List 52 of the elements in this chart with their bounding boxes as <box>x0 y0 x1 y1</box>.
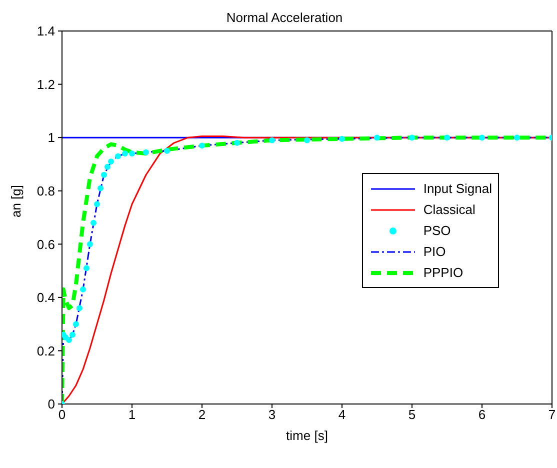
point <box>164 148 170 154</box>
y-tick-label: 0.4 <box>36 290 55 306</box>
x-axis-title: time [s] <box>286 428 328 443</box>
point <box>108 158 114 165</box>
x-tick-label: 2 <box>198 407 206 422</box>
point <box>444 134 450 141</box>
point <box>409 134 415 141</box>
point <box>122 150 128 157</box>
y-tick-label: 0.8 <box>36 183 55 198</box>
point <box>76 305 82 312</box>
x-tick-label: 5 <box>408 407 416 422</box>
point <box>90 220 96 226</box>
point <box>84 265 90 272</box>
point <box>143 149 149 156</box>
point <box>129 150 135 157</box>
point <box>87 241 93 248</box>
point <box>269 137 275 144</box>
point <box>101 172 107 178</box>
y-axis-title: an [g] <box>8 184 24 218</box>
point <box>80 286 86 292</box>
chart-title: Normal Acceleration <box>225 10 344 25</box>
point <box>98 185 104 192</box>
x-tick-label: 4 <box>338 407 346 422</box>
legend-label: PPPIO <box>423 265 464 280</box>
point <box>374 134 380 141</box>
y-tick-label: 0 <box>48 396 55 412</box>
x-tick-label: 3 <box>268 407 276 422</box>
y-tick-label: 1.2 <box>36 76 55 92</box>
x-tick-label: 6 <box>478 407 486 422</box>
point <box>73 321 79 328</box>
y-tick-label: 0.2 <box>36 343 55 358</box>
point <box>70 332 76 338</box>
legend-label: PIO <box>423 244 446 259</box>
point <box>66 337 72 344</box>
y-tick-label: 1 <box>48 130 55 146</box>
y-tick-label: 1.4 <box>36 24 55 39</box>
point <box>514 134 520 141</box>
legend-label: Classical <box>423 202 476 217</box>
point <box>234 140 240 146</box>
point <box>304 137 310 144</box>
point <box>104 164 110 170</box>
point <box>479 134 485 141</box>
y-tick-label: 0.6 <box>36 236 55 252</box>
point <box>115 153 121 160</box>
legend-label: PSO <box>423 223 451 238</box>
x-tick-label: 7 <box>548 407 556 422</box>
point <box>94 201 100 208</box>
x-tick-label: 0 <box>58 407 66 422</box>
x-tick-label: 1 <box>128 407 136 422</box>
legend-label: Input Signal <box>423 181 492 196</box>
point <box>199 142 205 149</box>
point <box>339 136 345 142</box>
